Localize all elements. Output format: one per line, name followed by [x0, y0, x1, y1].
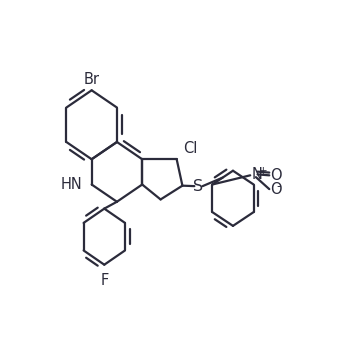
Text: S: S: [193, 179, 203, 194]
Text: Br: Br: [83, 72, 100, 87]
Text: O: O: [270, 182, 282, 196]
Text: F: F: [100, 273, 108, 288]
Text: Cl: Cl: [184, 141, 198, 156]
Text: O: O: [270, 168, 282, 183]
Text: -: -: [276, 180, 281, 193]
Text: HN: HN: [61, 177, 82, 192]
Text: +: +: [259, 166, 268, 176]
Text: N: N: [251, 167, 262, 182]
